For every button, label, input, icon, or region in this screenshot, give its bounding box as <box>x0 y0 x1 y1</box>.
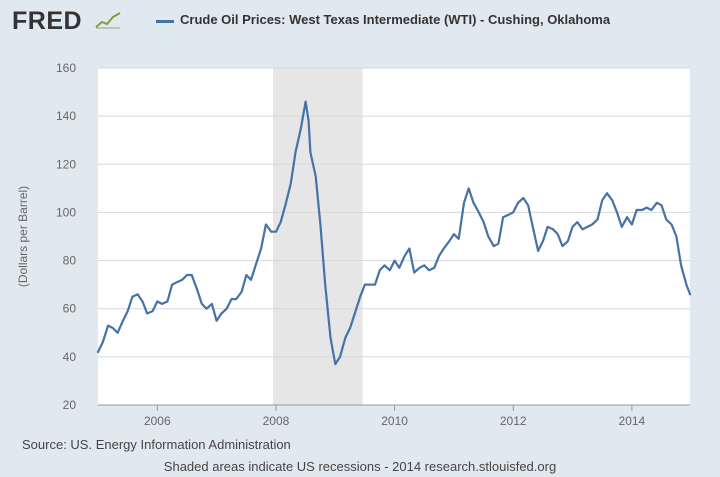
y-tick-label: 80 <box>63 254 77 268</box>
y-tick-label: 140 <box>56 109 76 123</box>
series-line <box>96 100 692 366</box>
source-note: Source: US. Energy Information Administr… <box>22 437 291 452</box>
x-tick-label: 2006 <box>144 414 171 428</box>
fred-logo: FRED <box>12 7 83 35</box>
y-tick-label: 160 <box>56 61 76 75</box>
legend-swatch <box>156 20 174 23</box>
legend-label: Crude Oil Prices: West Texas Intermediat… <box>180 12 611 27</box>
x-tick-label: 2014 <box>619 414 646 428</box>
plot-area <box>98 68 690 405</box>
y-tick-label: 100 <box>56 205 76 219</box>
x-tick-label: 2008 <box>263 414 290 428</box>
x-tick-label: 2012 <box>500 414 527 428</box>
recession-note: Shaded areas indicate US recessions - 20… <box>163 459 557 474</box>
recession-band <box>272 68 363 405</box>
y-axis-label: (Dollars per Barrel) <box>16 186 30 287</box>
x-tick-label: 2010 <box>381 414 408 428</box>
y-tick-label: 120 <box>56 157 76 171</box>
y-tick-label: 40 <box>63 350 77 364</box>
fred-logo-graph-icon <box>95 12 121 29</box>
y-tick-label: 20 <box>63 398 77 412</box>
y-tick-label: 60 <box>63 302 77 316</box>
